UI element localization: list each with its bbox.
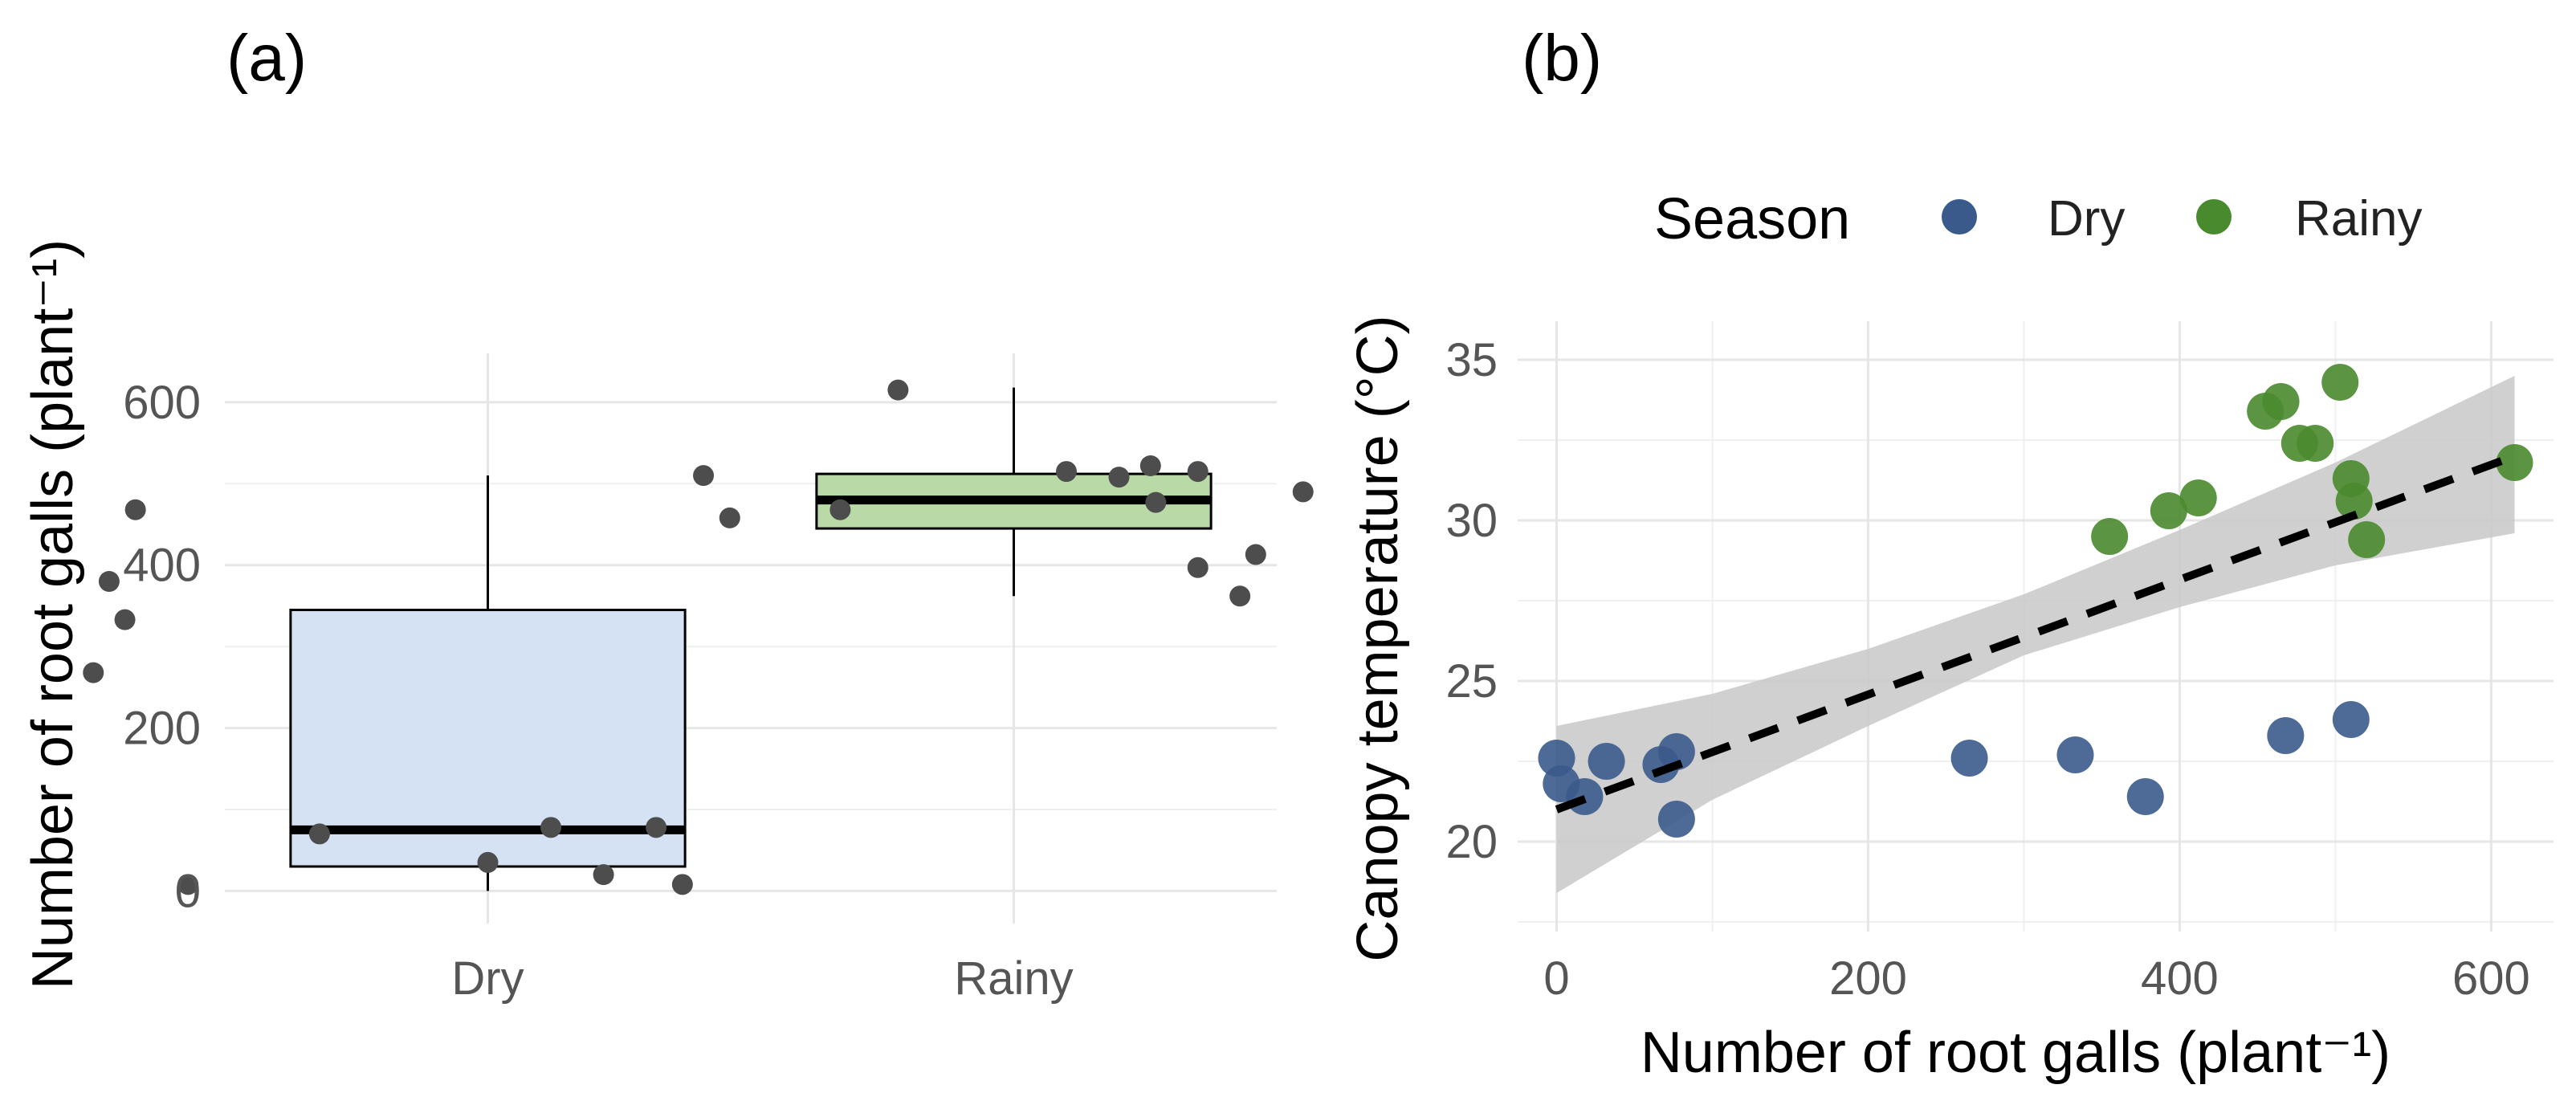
panel-a-ticks: 0 200 400 600 Dry Rainy: [123, 377, 1073, 1005]
panel-b-ticks: 20 25 30 35 0 200 400 600: [1445, 334, 2529, 1005]
legend: Season Dry Rainy: [1654, 187, 2423, 251]
data-point: [1187, 461, 1209, 483]
data-point: [1108, 467, 1130, 488]
panel-a-points: [83, 379, 1314, 895]
x-tick-label: 0: [1543, 952, 1569, 1005]
y-tick-label: 35: [1445, 334, 1498, 386]
panel-a-y-axis-label: Number of root galls (plant⁻¹): [21, 239, 85, 989]
data-point-dry: [1657, 733, 1695, 770]
data-point-rainy: [2321, 364, 2359, 401]
data-point: [1245, 544, 1266, 565]
panel-a-tag: (a): [226, 22, 307, 95]
trend-line-dashed: [1555, 452, 2517, 814]
data-point: [693, 465, 715, 487]
data-point: [671, 874, 693, 895]
data-point-dry: [1588, 743, 1625, 780]
data-point: [1187, 557, 1209, 578]
panel-b-y-axis-label: Canopy temperature (°C): [1346, 315, 1410, 961]
data-point-rainy: [2297, 425, 2334, 462]
data-point: [477, 851, 499, 873]
data-point-dry: [1566, 778, 1604, 815]
panel-b-tag: (b): [1522, 22, 1602, 95]
x-tick-label: 400: [2141, 952, 2219, 1005]
data-point: [308, 823, 330, 845]
data-point: [114, 609, 136, 630]
y-tick-label: 400: [123, 540, 201, 592]
data-point: [83, 662, 104, 683]
panel-a-boxes: [289, 387, 1213, 891]
data-point-rainy: [2179, 479, 2217, 516]
y-tick-label: 30: [1445, 495, 1498, 547]
data-point-rainy: [2150, 492, 2187, 529]
data-point-dry: [2056, 736, 2094, 773]
y-tick-label: 200: [123, 703, 201, 755]
data-point: [1056, 461, 1077, 483]
data-point-rainy: [2335, 483, 2373, 520]
data-point: [1139, 455, 1161, 476]
data-point-rainy: [2348, 521, 2386, 558]
data-point: [887, 379, 909, 401]
data-point: [1229, 585, 1251, 607]
confidence-band: [1556, 376, 2515, 893]
data-point: [646, 817, 667, 838]
legend-rainy-key: [2196, 199, 2232, 234]
box-dry: [289, 609, 687, 868]
data-point: [540, 817, 562, 838]
data-point-dry: [2267, 717, 2305, 754]
panel-a-boxplot: 0 200 400 600 Dry Rainy Number of root galls …: [21, 239, 1314, 1005]
legend-rainy-label: Rainy: [2295, 191, 2423, 247]
legend-title: Season: [1654, 187, 1850, 251]
y-tick-label: 0: [175, 865, 201, 917]
data-point: [124, 499, 146, 520]
panel-b-scatter: Season Dry Rainy 20 25 30 35 0 200 400 600 Numb…: [1346, 187, 2554, 1085]
y-tick-label: 600: [123, 377, 201, 429]
confidence-band-area: [1556, 376, 2515, 893]
data-point-rainy: [2262, 383, 2300, 420]
x-tick-label: Dry: [451, 952, 524, 1005]
y-tick-label: 25: [1445, 655, 1498, 707]
data-point: [1145, 491, 1167, 513]
data-point: [177, 874, 199, 895]
trend-line: [1555, 452, 2517, 814]
legend-dry-key: [1942, 199, 1977, 234]
data-point-dry: [1657, 801, 1695, 838]
data-point: [1292, 481, 1314, 503]
x-tick-label: Rainy: [954, 952, 1073, 1005]
legend-dry-label: Dry: [2048, 191, 2125, 247]
panel-b-points: [1538, 364, 2533, 838]
data-point-dry: [1950, 740, 1988, 777]
data-point-dry: [2332, 701, 2370, 738]
data-point: [593, 864, 614, 886]
panel-b-x-axis-label: Number of root galls (plant⁻¹): [1641, 1021, 2391, 1085]
x-tick-label: 200: [1829, 952, 1907, 1005]
data-point: [98, 571, 120, 592]
data-point-rainy: [2496, 444, 2533, 481]
data-point-rainy: [2091, 518, 2129, 555]
x-tick-label: 600: [2452, 952, 2530, 1005]
data-point-dry: [2126, 778, 2164, 815]
y-tick-label: 20: [1445, 816, 1498, 868]
data-point: [719, 507, 740, 528]
data-point: [829, 499, 851, 520]
